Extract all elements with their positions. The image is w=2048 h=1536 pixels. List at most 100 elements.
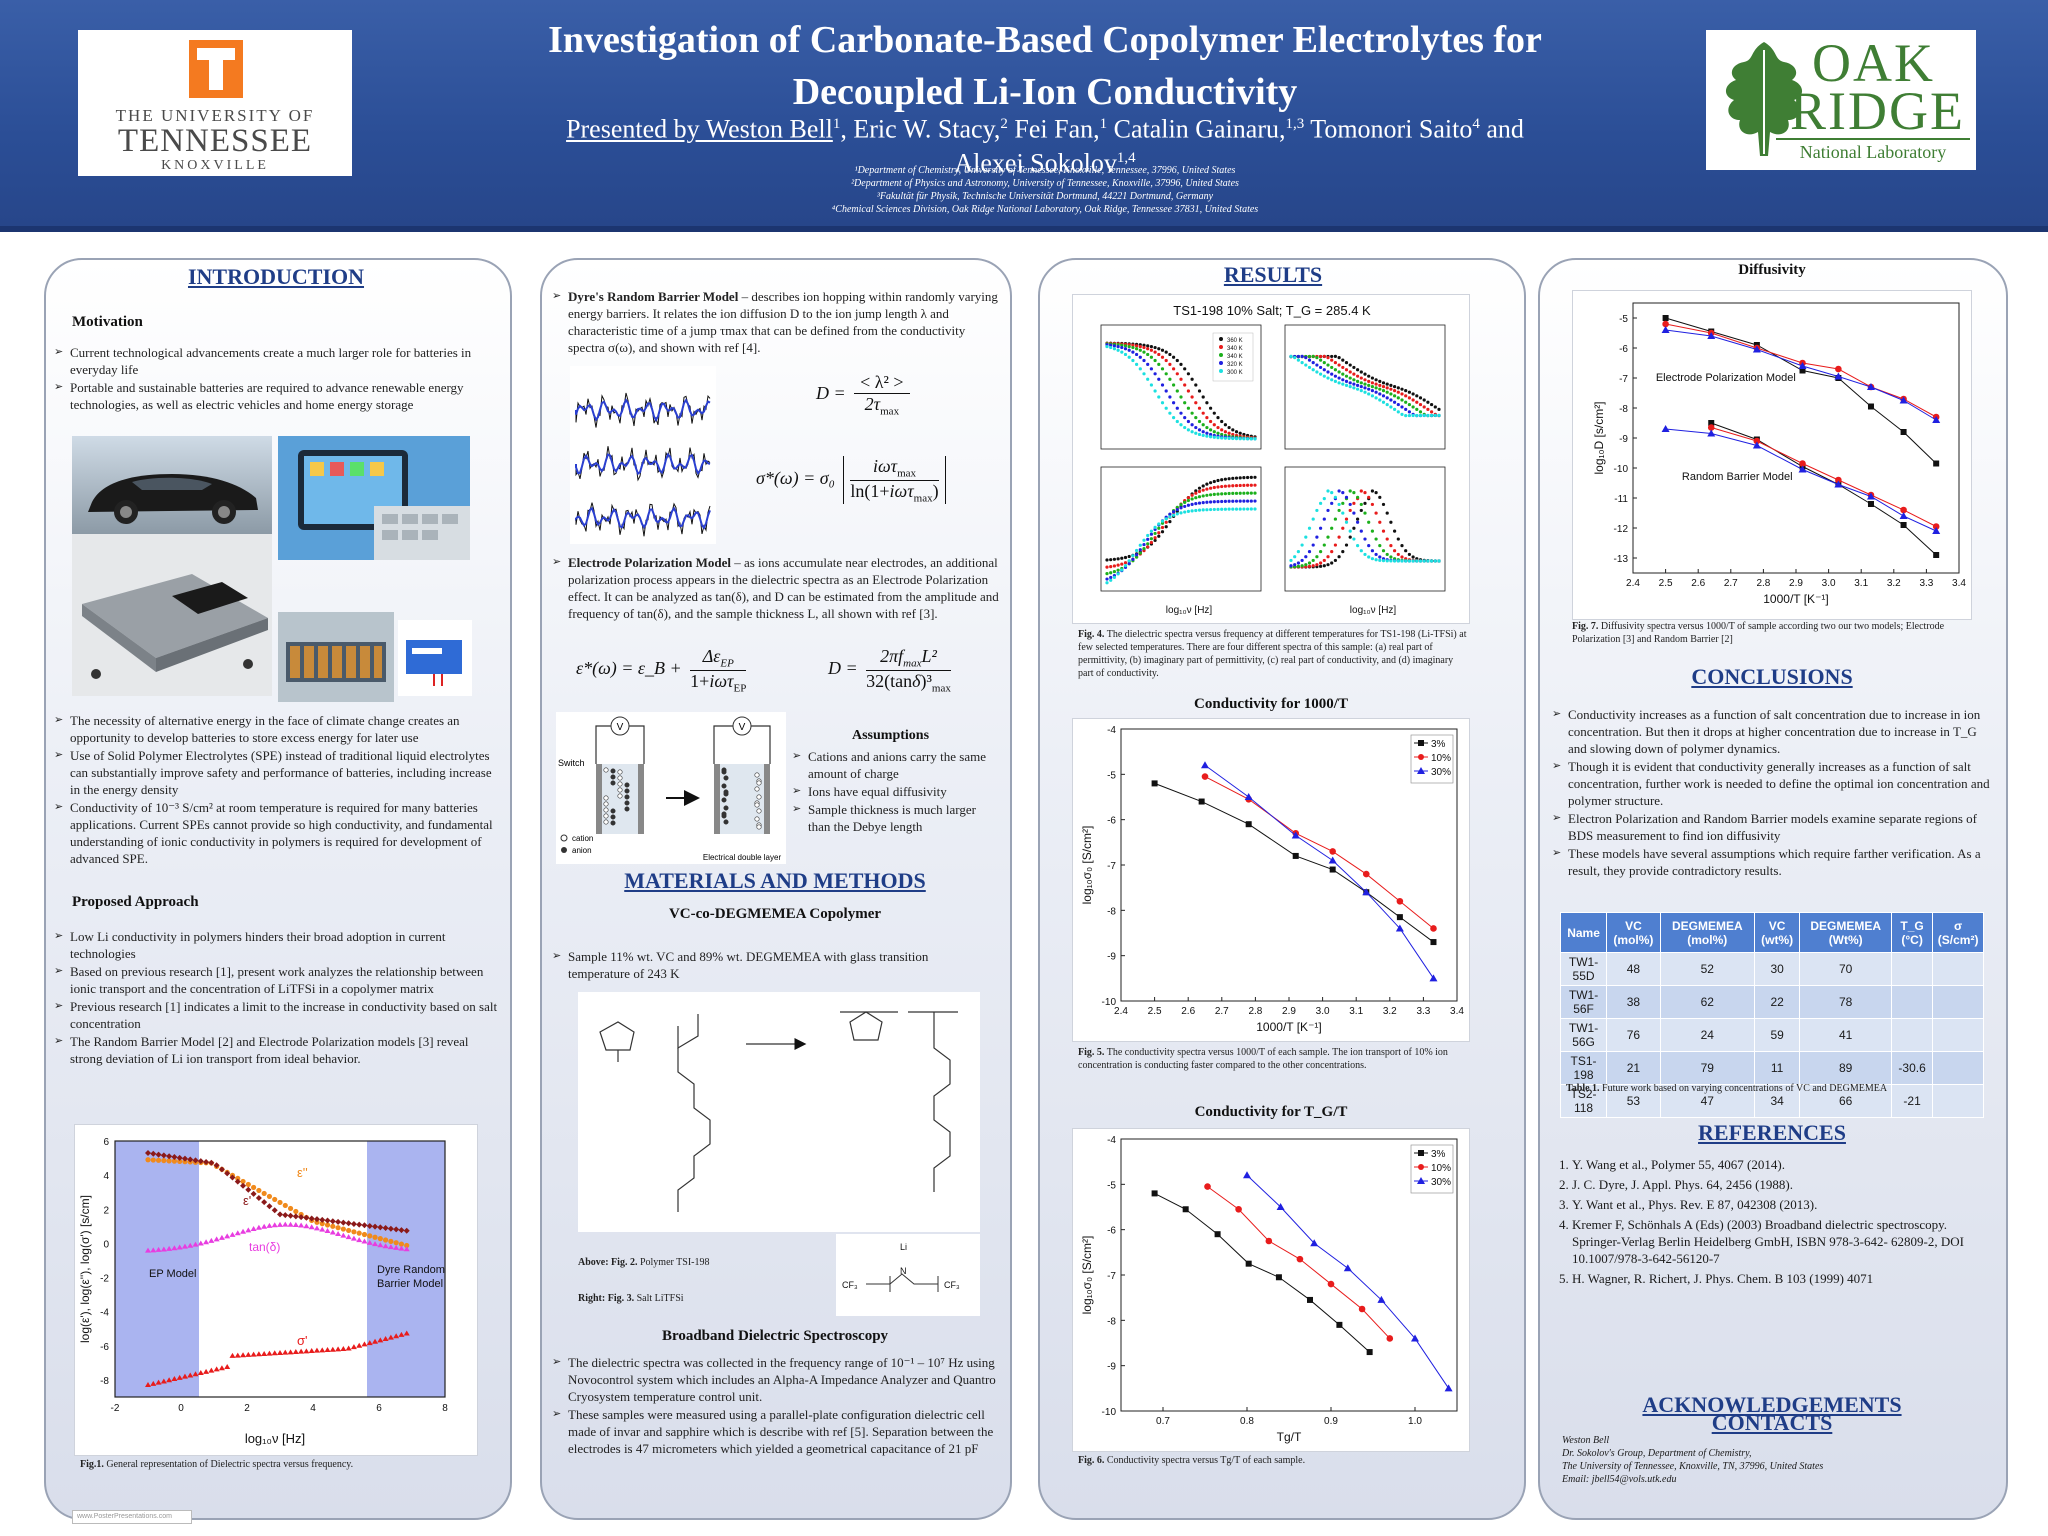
series-3 (1661, 326, 1941, 423)
data-point (1933, 552, 1940, 558)
fig4-point (1149, 537, 1153, 541)
fig4-point (1116, 348, 1120, 352)
curve-point (308, 1348, 315, 1354)
fig4-point (1381, 549, 1386, 553)
curve-point (382, 1225, 389, 1232)
fig4-point (1205, 482, 1209, 486)
ornl-oak: OAK (1812, 33, 1935, 93)
list-item: Electron Polarization and Random Barrier… (1552, 810, 1992, 844)
data-point (1899, 396, 1908, 404)
fig4-point (1370, 381, 1374, 385)
fig4-point (1223, 499, 1227, 503)
fig4-point (1352, 501, 1356, 505)
curve-point (393, 1244, 400, 1250)
fig4-point (1183, 500, 1187, 504)
fig4-series (1289, 354, 1441, 418)
fig4-point (1311, 360, 1315, 365)
fig4-title: TS1-198 10% Salt; T_G = 285.4 K (1173, 303, 1371, 318)
fig4-point (1289, 558, 1293, 563)
curve-point (292, 1221, 299, 1227)
x-tick-label: 2.4 (1114, 1006, 1128, 1017)
fig4-point (1385, 396, 1389, 400)
drb-label-1: Dyre Random (377, 1264, 445, 1276)
fig4-point (1378, 558, 1382, 562)
panel-frame (1284, 466, 1446, 592)
series-1 (1151, 1190, 1373, 1356)
fig4-point (1231, 484, 1235, 488)
ion-marker (754, 772, 760, 778)
author-sokolov: Alexei Sokolov (954, 148, 1117, 178)
y-tick-label: -10 (1102, 997, 1117, 1008)
curve-point (261, 1350, 268, 1356)
curve-point (282, 1212, 289, 1219)
references-title: REFERENCES (1698, 1120, 1846, 1145)
fig4-point (1315, 555, 1319, 559)
fig4-point (1205, 434, 1209, 438)
list-item: The Random Barrier Model [2] and Electro… (54, 1033, 498, 1067)
fig6-heading: Conductivity for T_G/T (1072, 1104, 1470, 1121)
fig4-point (1194, 489, 1198, 493)
curve-point (366, 1239, 373, 1245)
fig4-point (1201, 508, 1205, 512)
fig4-point (1153, 358, 1157, 363)
fig4-point (1378, 544, 1382, 548)
data-point (1151, 1190, 1158, 1197)
list-item: Ions have equal diffusivity (792, 783, 988, 800)
contact-block: Weston Bell Dr. Sokolov's Group, Departm… (1562, 1434, 1823, 1486)
fig4-point (1212, 423, 1216, 427)
y-tick-label: -8 (1619, 404, 1628, 415)
fig4-point (1296, 354, 1300, 359)
fig4-point (1127, 562, 1131, 566)
panel-frame (1100, 466, 1262, 592)
fig4-point (1194, 508, 1198, 513)
ion-marker (754, 802, 760, 808)
fig4-point (1157, 534, 1161, 538)
table-row: TS1-198 21 79 11 89 -30.6 (1559, 1051, 1984, 1085)
fig4-point (1378, 383, 1382, 387)
curve-point (287, 1205, 294, 1212)
fig4-point (1344, 374, 1349, 378)
fig4-point (1153, 536, 1157, 540)
fig4-point (1393, 385, 1397, 389)
fig4-point (1197, 419, 1202, 424)
fig1-caption-label: Fig.1. (80, 1459, 104, 1470)
fig4-point (1253, 437, 1257, 441)
fig4-point (1149, 383, 1153, 387)
fig1-xlabel: log₁₀ν [Hz] (245, 1431, 305, 1446)
fig4-point (1333, 543, 1337, 547)
curve-point (398, 1245, 405, 1251)
fig4-point (1164, 406, 1168, 410)
fig4-point (1194, 416, 1198, 420)
ion-marker (617, 775, 623, 781)
fig4-point (1400, 559, 1404, 563)
fig4-point (1194, 496, 1198, 500)
fig4-point (1209, 493, 1213, 497)
fig4-point (1220, 492, 1224, 496)
curve-point (313, 1216, 320, 1223)
fig4-point (1348, 376, 1352, 380)
fig4-point (1333, 495, 1337, 499)
fig4-point (1367, 544, 1371, 548)
curve-point (218, 1166, 225, 1173)
curve-point (229, 1231, 236, 1237)
curve-point (340, 1346, 347, 1352)
fig4-point (1212, 507, 1216, 512)
curve-point (393, 1226, 400, 1233)
curve-point (261, 1199, 268, 1206)
drb-region-band (367, 1141, 445, 1397)
tan-label: tan(δ) (249, 1240, 280, 1254)
fig4-point (1356, 544, 1360, 548)
list-item: Y. Want et al., Phys. Rev. E 87, 042308 … (1572, 1196, 1984, 1213)
fig4-point (1253, 507, 1257, 511)
fig4-point (1374, 378, 1378, 382)
edl-label: Electrical double layer (703, 853, 782, 862)
drb-label-2: Barrier Model (377, 1278, 443, 1290)
affiliation-3: ³Fakultät für Physik, Technische Univers… (876, 191, 1214, 202)
data-point (1662, 315, 1669, 321)
y-tick-label: -8 (1107, 1316, 1116, 1327)
fig4-point (1123, 563, 1128, 568)
legend-label: 30% (1431, 767, 1451, 778)
dyre-title: Dyre's Random Barrier Model (568, 289, 739, 304)
fig4-point (1356, 517, 1360, 521)
fig4-point (1426, 559, 1430, 563)
